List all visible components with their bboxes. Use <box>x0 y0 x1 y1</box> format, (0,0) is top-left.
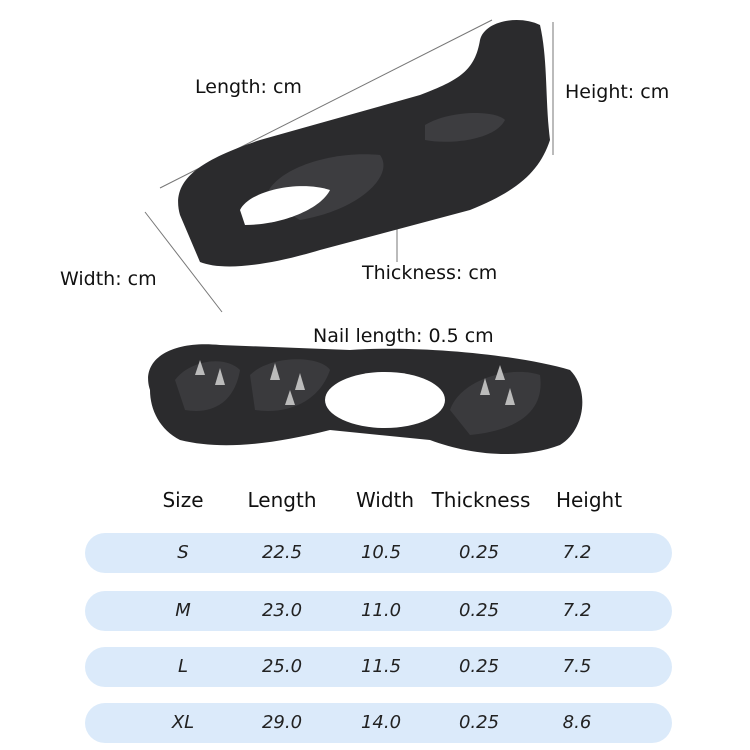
cell-thickness: 0.25 <box>458 600 500 621</box>
header-size: Size <box>162 488 204 512</box>
cell-height: 7.2 <box>562 542 592 563</box>
top-crampon-image <box>178 20 551 267</box>
width-label: Width: cm <box>60 268 157 290</box>
cell-length: 25.0 <box>261 656 303 677</box>
cell-size: S <box>177 542 189 563</box>
header-length: Length <box>247 488 317 512</box>
cell-thickness: 0.25 <box>458 656 500 677</box>
cell-length: 22.5 <box>261 542 303 563</box>
cell-length: 29.0 <box>261 712 303 733</box>
header-thickness: Thickness <box>431 488 531 512</box>
cell-height: 7.2 <box>562 600 592 621</box>
nail-length-label: Nail length: 0.5 cm <box>313 325 494 347</box>
bottom-crampon-image <box>148 344 583 455</box>
cell-thickness: 0.25 <box>458 712 500 733</box>
cell-size: M <box>175 600 191 621</box>
cell-width: 11.5 <box>360 656 402 677</box>
cell-width: 10.5 <box>360 542 402 563</box>
cell-thickness: 0.25 <box>458 542 500 563</box>
cell-height: 7.5 <box>562 656 592 677</box>
table-row: S 22.5 10.5 0.25 7.2 <box>85 533 672 573</box>
cell-width: 14.0 <box>360 712 402 733</box>
height-label: Height: cm <box>565 81 670 103</box>
header-height: Height <box>555 488 623 512</box>
product-illustration <box>144 19 583 455</box>
length-label: Length: cm <box>195 76 302 98</box>
cell-width: 11.0 <box>360 600 402 621</box>
header-width: Width <box>355 488 415 512</box>
cell-height: 8.6 <box>562 712 592 733</box>
thickness-label: Thickness: cm <box>362 262 498 284</box>
cell-length: 23.0 <box>261 600 303 621</box>
table-row: L 25.0 11.5 0.25 7.5 <box>85 647 672 687</box>
table-row: M 23.0 11.0 0.25 7.2 <box>85 591 672 631</box>
cell-size: XL <box>171 712 195 733</box>
cell-size: L <box>177 656 189 677</box>
table-row: XL 29.0 14.0 0.25 8.6 <box>85 703 672 743</box>
